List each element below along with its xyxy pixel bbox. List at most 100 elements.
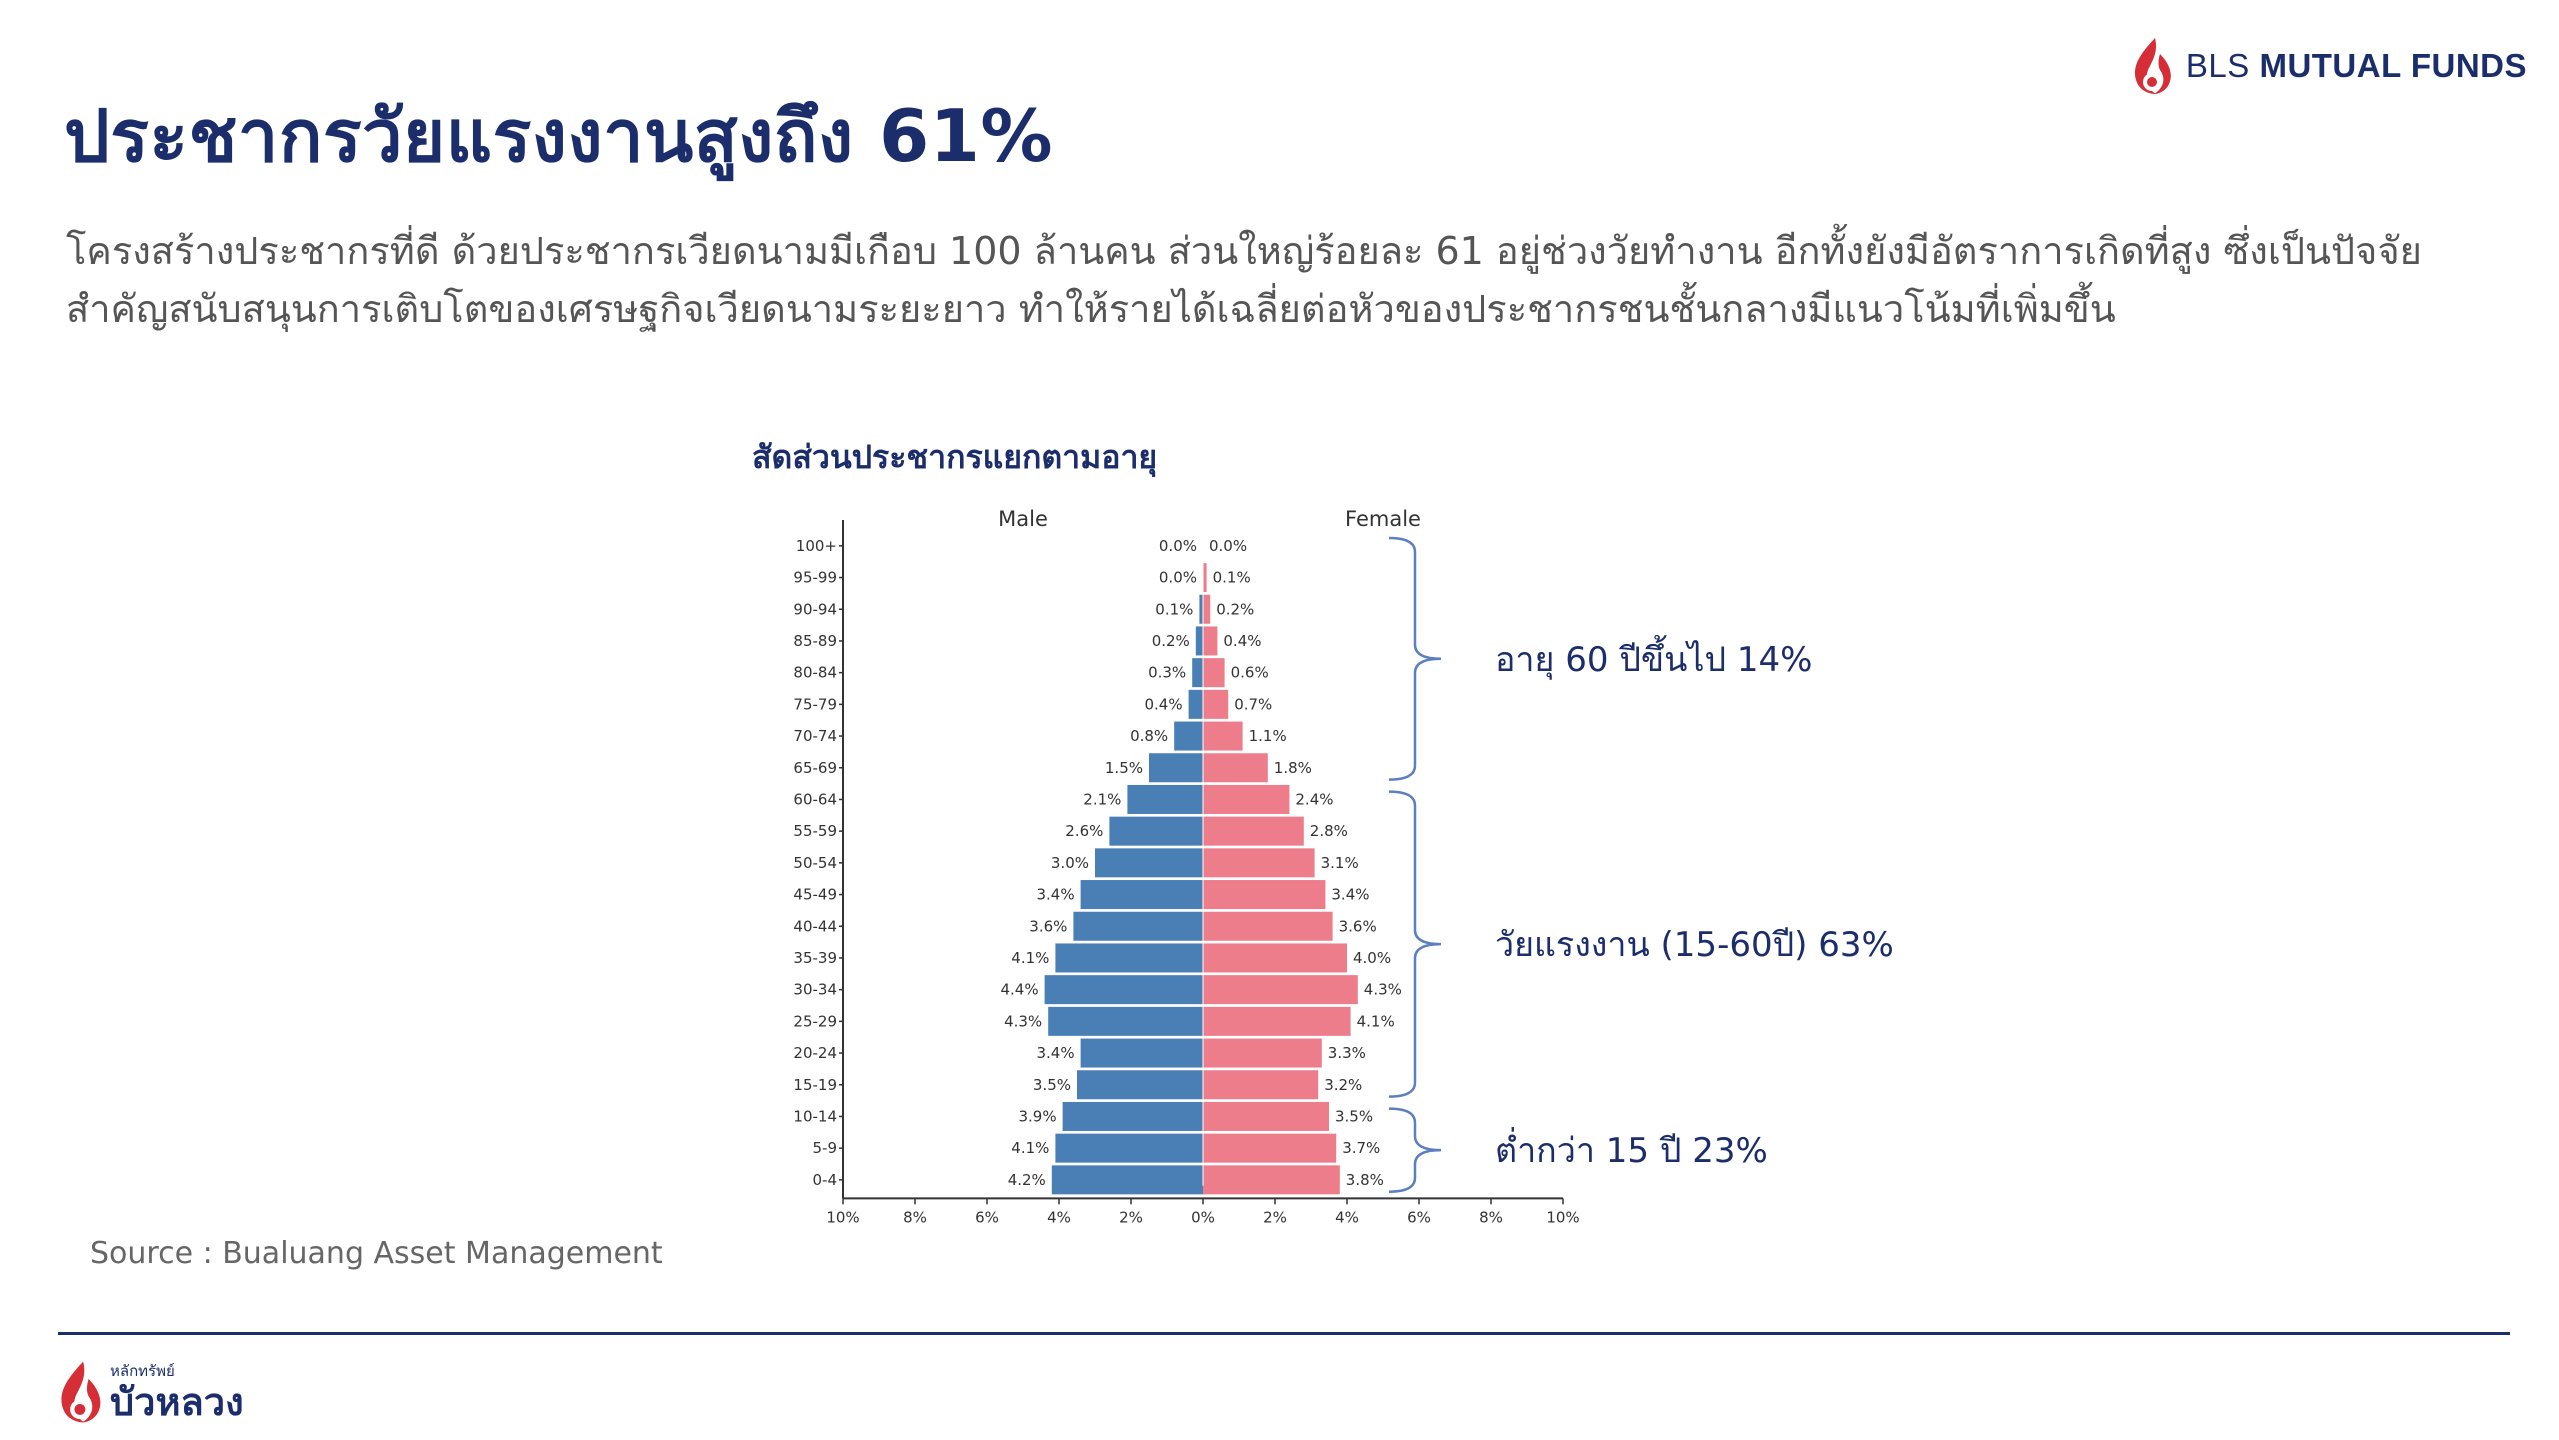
male-value-label: 0.4%: [1144, 695, 1182, 713]
male-value-label: 3.0%: [1051, 854, 1089, 872]
female-value-label: 2.4%: [1295, 790, 1333, 808]
male-bar: [1044, 975, 1203, 1005]
footer-logo: หลักทรัพย์ บัวหลวง: [56, 1356, 244, 1428]
male-value-label: 4.4%: [1000, 981, 1038, 999]
age-tick-label: 95-99: [793, 569, 837, 587]
male-value-label: 0.0%: [1159, 569, 1197, 587]
male-value-label: 1.5%: [1105, 759, 1143, 777]
x-tick-label: 0%: [1191, 1208, 1215, 1226]
age-tick-label: 85-89: [793, 632, 837, 650]
female-value-label: 3.4%: [1331, 886, 1369, 904]
male-bar: [1192, 658, 1203, 688]
male-value-label: 2.1%: [1083, 790, 1121, 808]
female-value-label: 3.6%: [1339, 917, 1377, 935]
male-bar: [1055, 943, 1203, 973]
age-tick-label: 30-34: [793, 981, 837, 999]
brand-name: BLS MUTUAL FUNDS: [2185, 47, 2527, 84]
lotus-logo-icon: [2134, 38, 2171, 94]
male-value-label: 4.1%: [1011, 949, 1049, 967]
female-bar: [1203, 626, 1218, 656]
female-value-label: 3.8%: [1346, 1171, 1384, 1189]
annotation-label: วัยแรงงาน (15-60ปี) 63%: [1495, 925, 1894, 965]
male-value-label: 0.1%: [1155, 600, 1193, 618]
female-value-label: 1.8%: [1274, 759, 1312, 777]
female-value-label: 4.3%: [1364, 981, 1402, 999]
page-title: ประชากรวัยแรงงานสูงถึง 61%: [64, 94, 1054, 178]
age-tick-label: 10-14: [793, 1107, 837, 1125]
male-bar: [1199, 594, 1203, 624]
male-value-label: 0.0%: [1159, 537, 1197, 555]
female-value-label: 0.6%: [1231, 664, 1269, 682]
age-tick-label: 25-29: [793, 1012, 837, 1030]
age-tick-label: 40-44: [793, 917, 837, 935]
female-value-label: 0.1%: [1213, 569, 1251, 587]
female-bar: [1203, 1006, 1351, 1036]
male-bar: [1095, 848, 1203, 878]
female-value-label: 2.8%: [1310, 822, 1348, 840]
brand-logo: BLS MUTUAL FUNDS: [2130, 36, 2527, 96]
female-value-label: 3.5%: [1335, 1107, 1373, 1125]
male-bar: [1073, 911, 1203, 941]
series-label-male: Male: [998, 507, 1048, 531]
footer-logo-small-text: หลักทรัพย์: [110, 1361, 175, 1380]
age-tick-label: 5-9: [813, 1139, 838, 1157]
annotation-label: ต่ำกว่า 15 ปี 23%: [1495, 1127, 1768, 1171]
female-bar: [1203, 880, 1326, 910]
male-value-label: 0.2%: [1152, 632, 1190, 650]
bracket-annotation: [1388, 790, 1442, 1098]
male-value-label: 0.8%: [1130, 727, 1168, 745]
footer-divider: [58, 1332, 2510, 1335]
male-bar: [1174, 721, 1203, 751]
x-tick-label: 10%: [1546, 1208, 1579, 1226]
male-value-label: 4.1%: [1011, 1139, 1049, 1157]
x-tick-label: 6%: [975, 1208, 999, 1226]
x-tick-label: 8%: [1479, 1208, 1503, 1226]
male-value-label: 3.4%: [1036, 886, 1074, 904]
female-bar: [1203, 784, 1290, 814]
female-bar: [1203, 594, 1211, 624]
age-tick-label: 0-4: [813, 1171, 838, 1189]
male-value-label: 2.6%: [1065, 822, 1103, 840]
female-bar: [1203, 848, 1315, 878]
series-label-female: Female: [1345, 507, 1421, 531]
age-tick-label: 90-94: [793, 600, 837, 618]
male-value-label: 3.9%: [1018, 1107, 1056, 1125]
female-value-label: 3.2%: [1324, 1076, 1362, 1094]
female-bar: [1203, 563, 1207, 593]
female-bar: [1203, 816, 1304, 846]
male-value-label: 3.5%: [1033, 1076, 1071, 1094]
male-value-label: 3.4%: [1036, 1044, 1074, 1062]
age-tick-label: 55-59: [793, 822, 837, 840]
chart-title: สัดส่วนประชากรแยกตามอายุ: [752, 438, 1158, 476]
age-tick-label: 70-74: [793, 727, 837, 745]
age-tick-label: 45-49: [793, 886, 837, 904]
x-tick-label: 2%: [1263, 1208, 1287, 1226]
x-tick-label: 2%: [1119, 1208, 1143, 1226]
annotation-label: อายุ 60 ปีขึ้นไป 14%: [1495, 635, 1812, 680]
bracket-annotation: [1388, 1107, 1442, 1193]
female-bar: [1203, 1165, 1340, 1195]
female-bar: [1203, 658, 1225, 688]
x-tick-label: 8%: [903, 1208, 927, 1226]
female-value-label: 0.7%: [1234, 695, 1272, 713]
female-value-label: 4.1%: [1357, 1012, 1395, 1030]
age-tick-label: 35-39: [793, 949, 837, 967]
male-bar: [1048, 1006, 1203, 1036]
male-bar: [1109, 816, 1203, 846]
source-note: Source : Bualuang Asset Management: [90, 1236, 663, 1271]
female-value-label: 0.4%: [1223, 632, 1261, 650]
male-bar: [1127, 784, 1203, 814]
female-bar: [1203, 753, 1268, 783]
age-tick-label: 15-19: [793, 1076, 837, 1094]
age-tick-label: 60-64: [793, 790, 837, 808]
male-bar: [1149, 753, 1203, 783]
female-bar: [1203, 721, 1243, 751]
female-value-label: 0.0%: [1209, 537, 1247, 555]
female-value-label: 3.3%: [1328, 1044, 1366, 1062]
lotus-logo-icon: [61, 1361, 101, 1423]
lead-paragraph: โครงสร้างประชากรที่ดี ด้วยประชากรเวียดนา…: [66, 229, 2422, 331]
female-bar: [1203, 911, 1333, 941]
x-tick-label: 4%: [1335, 1208, 1359, 1226]
footer-logo-text: บัวหลวง: [110, 1379, 244, 1424]
